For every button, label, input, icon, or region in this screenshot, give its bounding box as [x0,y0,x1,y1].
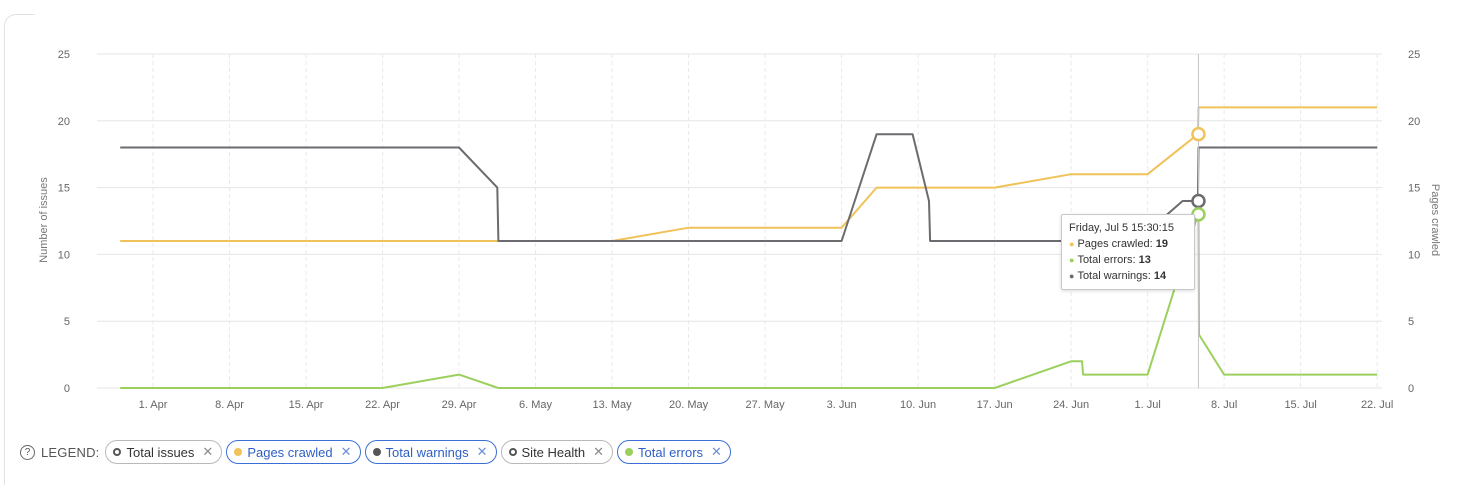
line-chart: 0 5 10 15 20 25 0 5 10 15 20 25 1. Apr 8. Apr 15. Ap… [38,49,1441,411]
legend-title: LEGEND: [41,444,100,460]
y-tick-label-right: 10 [1408,249,1420,261]
legend-chip-total-issues[interactable]: Total issues ✕ [105,440,223,464]
y-tick-label-left: 25 [58,49,70,61]
tooltip-row: ● Total errors: 13 [1069,252,1187,268]
close-icon[interactable]: ✕ [202,444,214,459]
x-tick-label: 27. May [746,399,786,411]
tooltip-row-value: 14 [1153,270,1167,282]
y-tick-label-left: 20 [58,116,70,128]
y-tick-label-left: 5 [64,316,70,328]
legend-chip-label: Site Health [521,444,586,460]
filled-circle-icon [234,448,243,456]
x-tick-label: 10. Jun [900,399,936,411]
legend-chip-total-warnings[interactable]: Total warnings ✕ [364,440,497,464]
y-tick-label-left: 15 [58,183,70,195]
legend-chip-label: Total errors [638,444,704,460]
y-axis-right-ticks: 0 5 10 15 20 25 [1408,49,1420,395]
series-dot-icon: ● [1069,255,1075,265]
x-tick-label: 29. Apr [442,399,477,411]
close-icon[interactable]: ✕ [593,444,605,459]
tooltip-row-label: Total errors: [1077,254,1136,266]
hover-marker-pages-crawled [1191,126,1206,142]
hollow-circle-icon [113,448,122,456]
legend-chip-label: Total warnings [385,444,469,460]
x-tick-label: 22. Jul [1361,399,1393,411]
x-tick-label: 8. Apr [215,399,244,411]
tooltip-row: ● Total warnings: 14 [1069,268,1187,284]
legend-chip-site-health[interactable]: Site Health ✕ [500,440,614,464]
y-tick-label-right: 15 [1408,183,1420,195]
x-tick-label: 1. Jul [1134,399,1160,411]
y-tick-label-right: 0 [1408,383,1414,395]
y-axis-left-title: Number of issues [38,177,50,263]
x-tick-label: 6. May [519,399,553,411]
tooltip-row: ● Pages crawled: 19 [1069,236,1187,252]
y-tick-label-left: 10 [58,249,70,261]
hover-marker-total-warnings [1191,193,1206,209]
y-tick-label-right: 5 [1408,316,1414,328]
hollow-circle-icon [508,448,517,456]
y-axis-left-ticks: 0 5 10 15 20 25 [58,49,70,395]
legend-chip-total-errors[interactable]: Total errors ✕ [617,440,731,464]
x-tick-label: 3. Jun [827,399,857,411]
x-tick-label: 22. Apr [365,399,400,411]
close-icon[interactable]: ✕ [711,444,722,459]
x-tick-label: 20. May [669,399,709,411]
series-dot-icon: ● [1069,239,1075,249]
x-tick-label: 13. May [592,399,632,411]
series-dot-icon: ● [1069,271,1075,281]
tooltip-row-value: 13 [1138,254,1151,266]
tooltip-row-value: 19 [1155,238,1168,250]
x-tick-label: 1. Apr [139,399,168,411]
close-icon[interactable]: ✕ [340,444,352,459]
filled-circle-icon [372,448,381,456]
legend-chip-label: Pages crawled [247,444,333,460]
tooltip-date: Friday, Jul 5 15:30:15 [1069,222,1174,234]
x-axis-ticks: 1. Apr 8. Apr 15. Apr 22. Apr 29. Apr 6. May 1… [139,399,1394,411]
chart-frame-corner [4,14,35,485]
filled-circle-icon [625,448,634,456]
y-tick-label-right: 25 [1408,49,1420,61]
x-tick-label: 17. Jun [977,399,1013,411]
legend-chip-pages-crawled[interactable]: Pages crawled ✕ [226,440,361,464]
x-tick-label: 24. Jun [1053,399,1089,411]
legend-chip-label: Total issues [126,444,195,460]
chart-tooltip: Friday, Jul 5 15:30:15 ● Pages crawled: 1… [1061,214,1195,290]
close-icon[interactable]: ✕ [476,444,488,459]
y-tick-label-right: 20 [1408,116,1420,128]
question-circle-icon[interactable]: ? [20,444,35,460]
tooltip-row-label: Pages crawled: [1077,238,1153,250]
y-axis-right-title: Pages crawled [1429,184,1441,256]
x-tick-label: 15. Apr [289,399,324,411]
y-tick-label-left: 0 [64,383,70,395]
x-tick-label: 15. Jul [1284,399,1316,411]
chart-legend: ? LEGEND: Total issues ✕ Pages crawled ✕… [20,439,735,465]
hover-markers [1191,126,1206,222]
tooltip-row-label: Total warnings: [1077,270,1151,282]
x-tick-label: 8. Jul [1211,399,1237,411]
